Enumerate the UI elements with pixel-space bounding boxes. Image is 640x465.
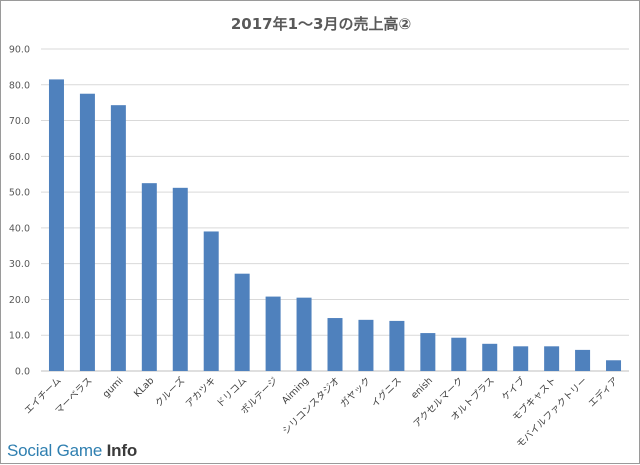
bar xyxy=(606,360,622,371)
x-tick-label: クルーズ xyxy=(153,374,188,409)
x-tick-label: イグニス xyxy=(369,375,404,410)
bar xyxy=(141,183,157,371)
x-tick-label: KLab xyxy=(132,375,156,399)
bar xyxy=(296,297,312,371)
x-tick-label: ケイブ xyxy=(499,374,528,403)
y-tick-label: 30.0 xyxy=(9,259,30,270)
y-tick-label: 50.0 xyxy=(9,188,30,199)
bar xyxy=(513,346,529,371)
bar xyxy=(482,343,498,371)
y-tick-label: 20.0 xyxy=(9,295,30,306)
y-tick-label: 40.0 xyxy=(9,223,30,234)
y-tick-label: 0.0 xyxy=(15,367,30,378)
watermark-prefix: Social Game xyxy=(7,441,107,460)
bar xyxy=(327,318,343,371)
x-tick-label: エディア xyxy=(586,375,621,410)
bar xyxy=(420,333,436,371)
bar xyxy=(358,319,374,371)
y-tick-label: 10.0 xyxy=(9,331,30,342)
watermark-suffix: Info xyxy=(106,441,138,460)
y-tick-label: 80.0 xyxy=(9,80,30,91)
bar xyxy=(389,320,405,371)
bar xyxy=(79,93,95,371)
bar xyxy=(265,296,281,371)
y-tick-label: 70.0 xyxy=(9,116,30,127)
bar xyxy=(234,273,250,371)
chart-title: 2017年1～3月の売上高② xyxy=(231,15,411,33)
bar xyxy=(110,105,126,371)
bar xyxy=(48,79,64,372)
x-tick-label: enish xyxy=(409,375,435,401)
bar xyxy=(203,231,219,371)
y-axis-ticks: 0.0 10.0 20.0 30.0 40.0 50.0 60.0 70.0 80.0 90.0 xyxy=(9,45,30,378)
gridlines xyxy=(41,48,629,372)
x-tick-label: シリコンスタジオ xyxy=(281,375,342,436)
x-tick-label: gumi xyxy=(101,375,126,400)
bar xyxy=(575,349,591,371)
bar xyxy=(451,337,467,371)
x-tick-label: アカツキ xyxy=(184,375,219,410)
y-tick-label: 90.0 xyxy=(9,45,30,56)
x-tick-label: ガヤック xyxy=(338,375,373,410)
bar xyxy=(544,346,560,371)
bars xyxy=(48,79,622,372)
bar xyxy=(172,187,188,371)
y-tick-label: 60.0 xyxy=(9,152,30,163)
watermark: Social Game Info xyxy=(7,441,137,461)
